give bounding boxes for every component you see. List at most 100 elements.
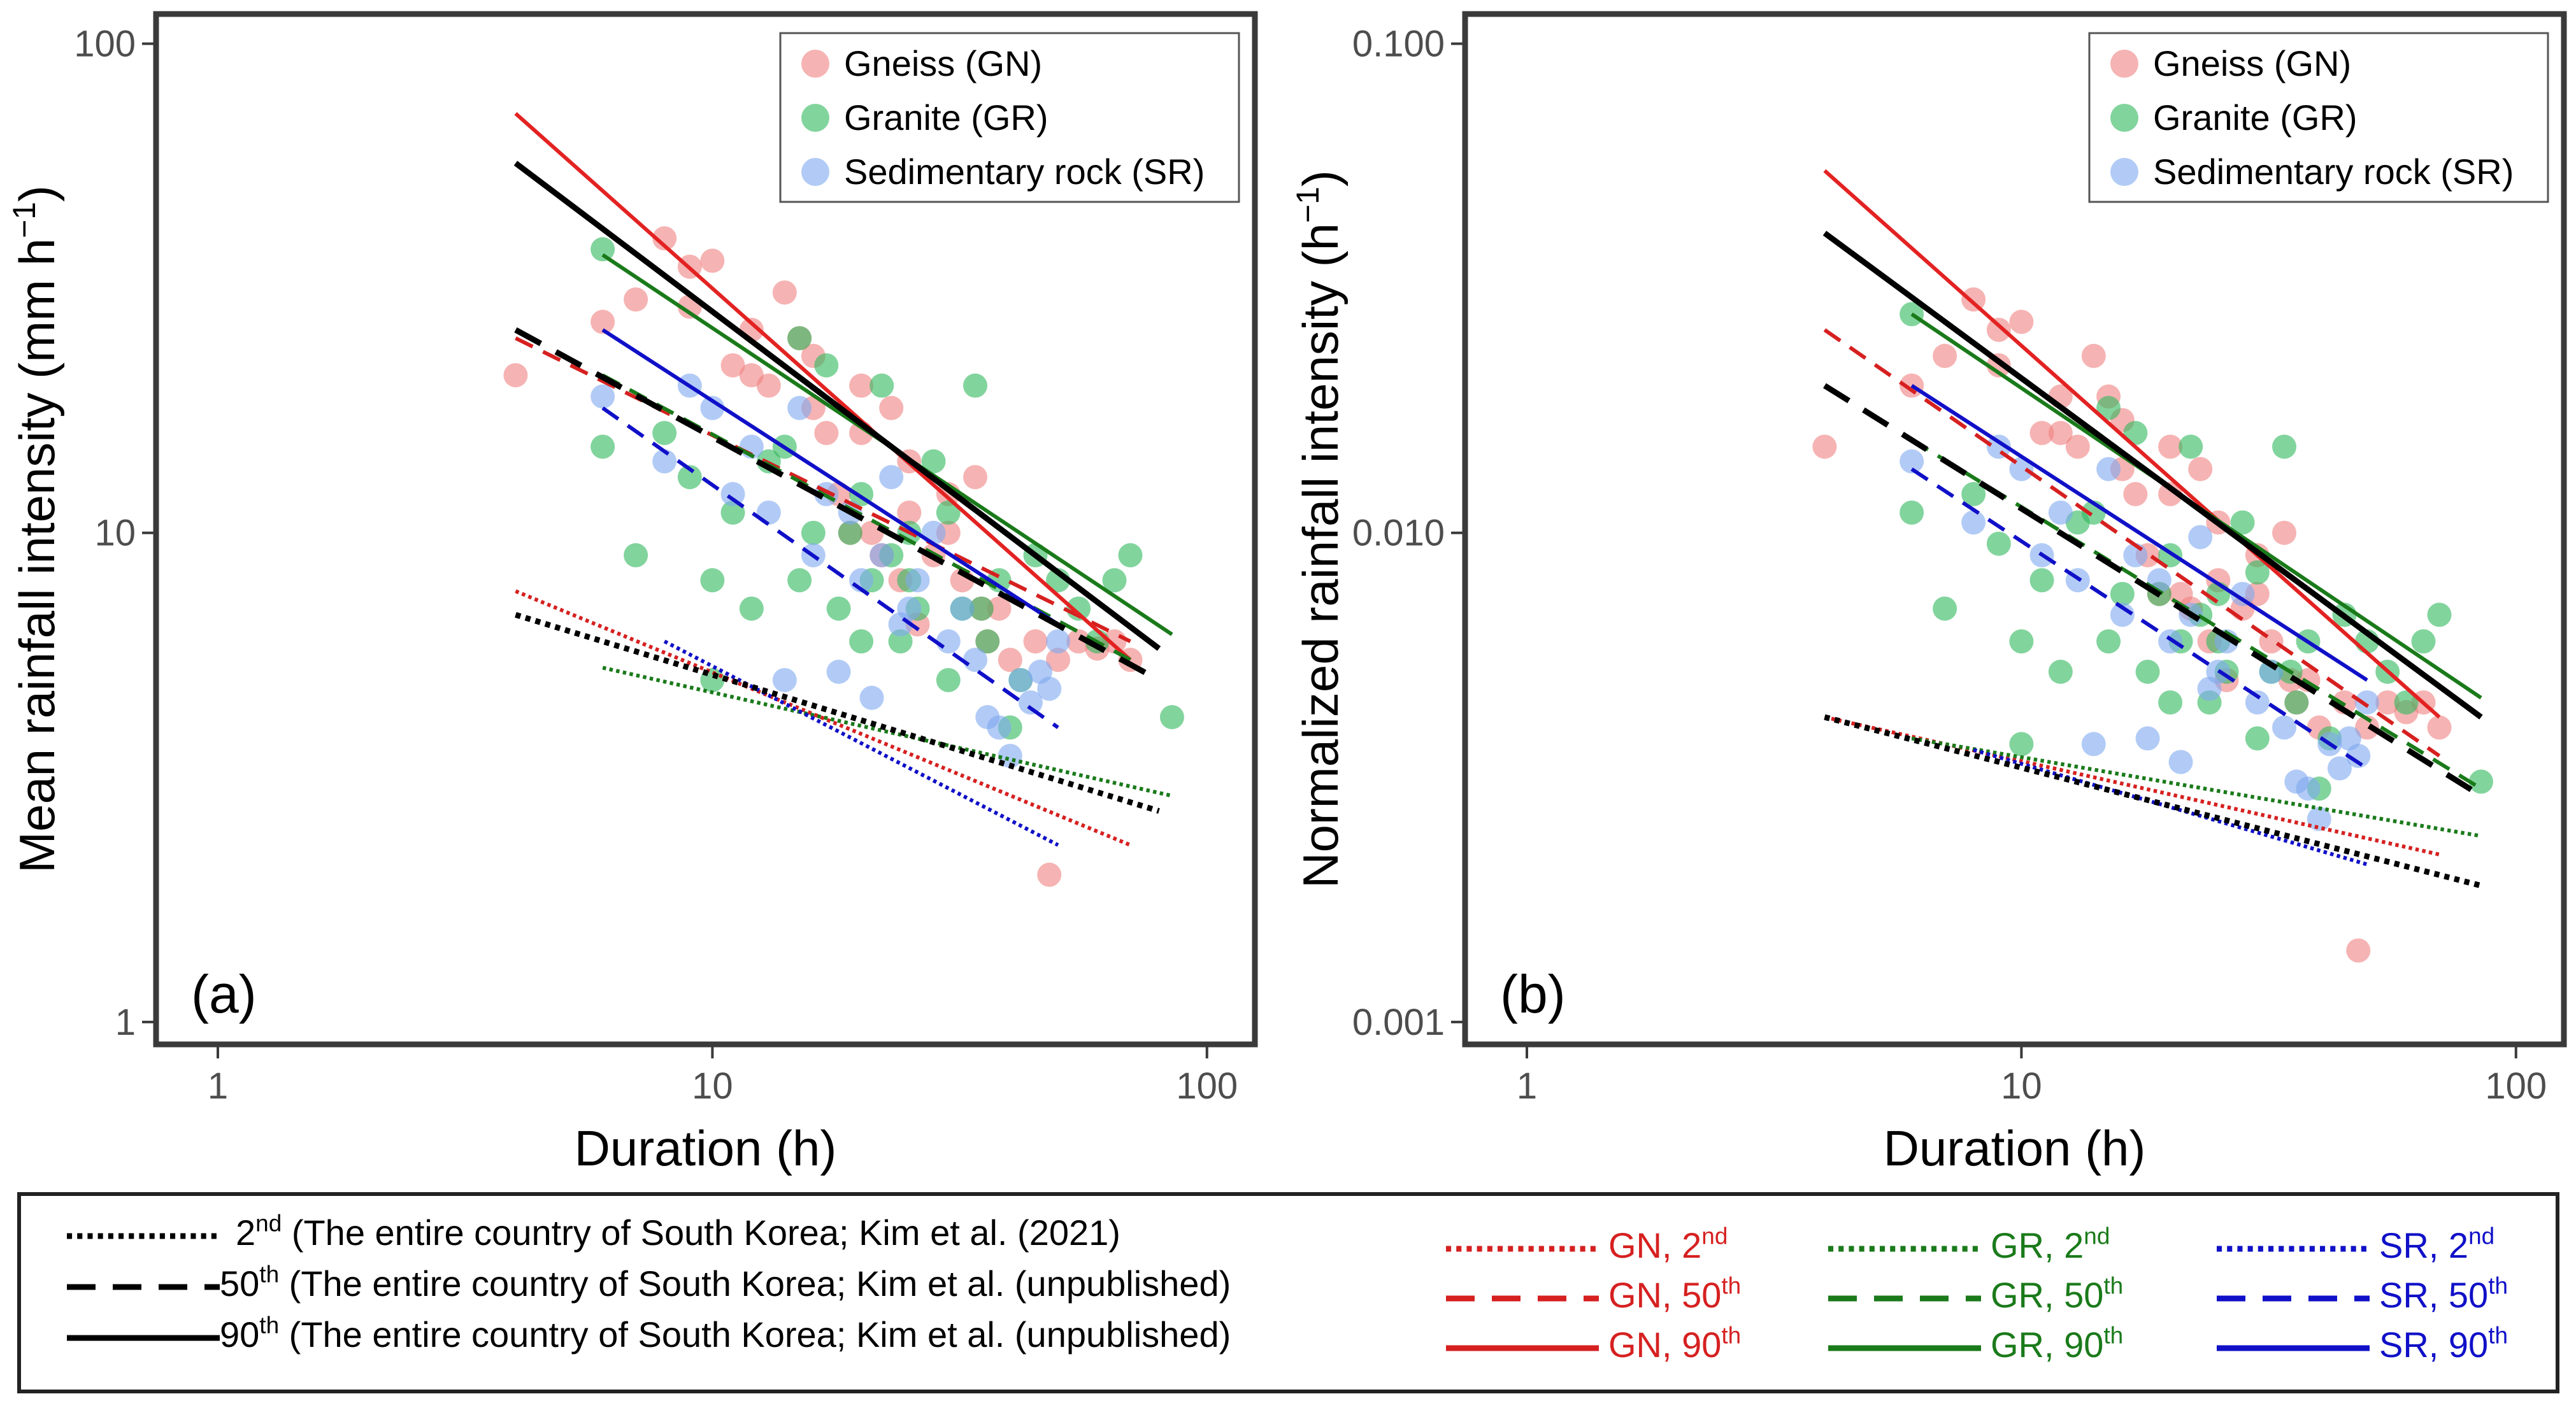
legend: Gneiss (GN) Granite (GR) Sedimentary rock … (2088, 32, 2549, 203)
x-tick-label: 1 (1517, 1065, 1537, 1107)
legend-label-national: 2nd (The entire country of South Korea; … (236, 1211, 1120, 1253)
data-point (2411, 629, 2436, 654)
data-point (1900, 500, 1924, 525)
x-tick-label: 100 (1176, 1065, 1238, 1107)
data-point (849, 373, 874, 398)
data-point (2123, 481, 2148, 506)
data-point (652, 420, 677, 445)
data-point (2048, 659, 2073, 684)
data-point (1900, 449, 1924, 474)
y-axis-title: Mean rainfall intensity (mm h−1) (6, 185, 65, 873)
data-point (2048, 420, 2073, 445)
y-axis-title: Normalized rainfall intensity (h−1) (1290, 170, 1349, 888)
data-point (2272, 715, 2297, 740)
legend-label: Sedimentary rock (SR) (844, 152, 1205, 192)
legend-label: Granite (GR) (2153, 97, 2358, 138)
data-point (879, 395, 904, 420)
legend-label-national: 50th (The entire country of South Korea;… (220, 1262, 1231, 1304)
line-50th-entire-country (1823, 383, 2483, 799)
data-point (772, 280, 797, 305)
data-point (1046, 648, 1071, 672)
data-point (2346, 743, 2371, 768)
line-90th-entire-country (513, 160, 1161, 651)
legend-label-group: GR, 2nd (1991, 1223, 2110, 1265)
data-point (2065, 434, 2090, 459)
legend-label-national: 90th (The entire country of South Korea;… (220, 1312, 1231, 1355)
data-point (2048, 500, 2073, 525)
data-point (1102, 568, 1127, 593)
bottom-legend-box (17, 1192, 2559, 1393)
x-tick-label: 10 (692, 1065, 733, 1107)
data-point (624, 543, 648, 567)
data-point (2179, 434, 2203, 459)
data-point (2158, 481, 2183, 506)
legend-label: Granite (GR) (844, 97, 1048, 138)
data-point (905, 568, 930, 593)
data-point (2346, 938, 2371, 963)
panel-label: (b) (1500, 964, 1566, 1024)
data-point (720, 353, 745, 378)
data-point (1961, 287, 1986, 312)
data-point (2009, 309, 2034, 334)
data-point (2307, 807, 2331, 832)
chart-panel-b: 1 10 100 0.001 0.010 0.100 Duration (h) Normali… (1290, 11, 2567, 1176)
data-point (2427, 715, 2452, 740)
data-point (590, 309, 615, 334)
line-gn-50th (1823, 328, 2441, 758)
y-tick-label: 10 (94, 513, 136, 554)
y-tick-label: 100 (74, 24, 136, 65)
data-point (1118, 543, 1143, 567)
line-gn-2nd (515, 589, 1131, 847)
legend-box (779, 32, 1240, 203)
data-point (1159, 705, 1184, 730)
bottom-legend: 2nd (The entire country of South Korea; … (17, 1192, 2559, 1393)
data-point (677, 465, 702, 490)
data-point (2355, 690, 2380, 715)
x-tick-label: 10 (2001, 1065, 2042, 1107)
legend-label-group: SR, 2nd (2379, 1223, 2494, 1265)
data-point (1812, 434, 1837, 459)
data-point (963, 373, 988, 398)
data-point (2427, 602, 2452, 627)
data-point (987, 715, 1012, 740)
legend-marker (2110, 104, 2138, 132)
data-point (700, 568, 725, 593)
data-point (2468, 769, 2493, 794)
data-point (1008, 667, 1033, 692)
line-gn-90th (1823, 169, 2441, 719)
data-point (2158, 629, 2183, 654)
data-point (2135, 726, 2160, 751)
data-point (590, 434, 615, 459)
data-point (2284, 690, 2309, 715)
legend-marker (801, 104, 829, 132)
line-2nd-entire-country (515, 612, 1160, 814)
data-point (2296, 776, 2321, 801)
legend-marker (2110, 158, 2138, 186)
data-point (897, 596, 922, 621)
data-point (2245, 726, 2270, 751)
data-point (2096, 395, 2121, 420)
data-point (921, 520, 946, 545)
data-point (2110, 581, 2135, 606)
data-point (2158, 434, 2183, 459)
data-point (2081, 732, 2106, 757)
data-point (1037, 862, 1062, 887)
data-point (2327, 756, 2352, 781)
data-point (2096, 457, 2121, 481)
data-point (2272, 434, 2297, 459)
data-point (826, 596, 851, 621)
data-point (838, 520, 862, 545)
data-point (2188, 457, 2213, 481)
data-point (897, 500, 922, 525)
data-point (1933, 343, 1957, 368)
data-point (652, 226, 677, 251)
data-point (2135, 659, 2160, 684)
data-point (772, 667, 797, 692)
data-point (859, 520, 884, 545)
data-point (814, 420, 839, 445)
data-point (2096, 629, 2121, 654)
data-point (814, 353, 839, 378)
data-point (1018, 690, 1043, 715)
line-gr-2nd (602, 665, 1173, 798)
